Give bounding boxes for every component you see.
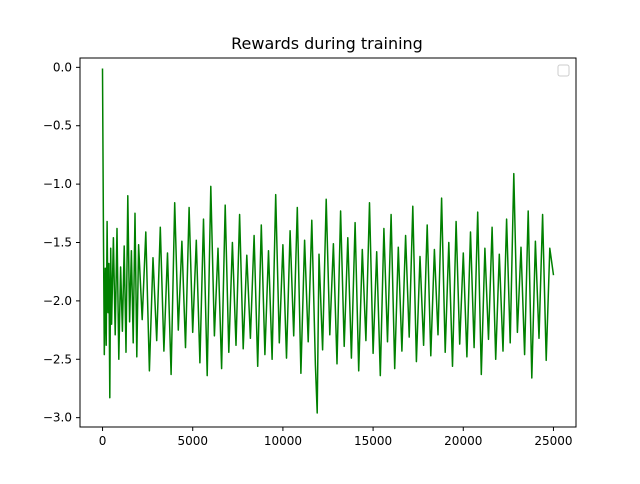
x-tick-label: 0: [99, 434, 107, 448]
chart-title: Rewards during training: [231, 34, 423, 53]
y-tick-label: −1.0: [43, 177, 72, 191]
x-tick-label: 25000: [534, 434, 572, 448]
legend-box: [557, 64, 570, 77]
y-tick-label: 0.0: [53, 60, 72, 74]
series-line: [101, 68, 555, 414]
y-tick-label: −2.0: [43, 294, 72, 308]
x-tick-label: 20000: [444, 434, 482, 448]
y-tick-label: −2.5: [43, 352, 72, 366]
y-tick-label: −3.0: [43, 411, 72, 425]
plot-frame: [79, 57, 577, 428]
plot-area: [101, 68, 555, 414]
y-tick-label: −1.5: [43, 236, 72, 250]
y-tick-label: −0.5: [43, 119, 72, 133]
x-tick-label: 10000: [264, 434, 302, 448]
axes: 0 5000 10000 15000 20000 25000 0.0 −0.5 −1.0 −1.5…: [43, 60, 573, 448]
x-tick-label: 5000: [177, 434, 208, 448]
x-tick-label: 15000: [354, 434, 392, 448]
